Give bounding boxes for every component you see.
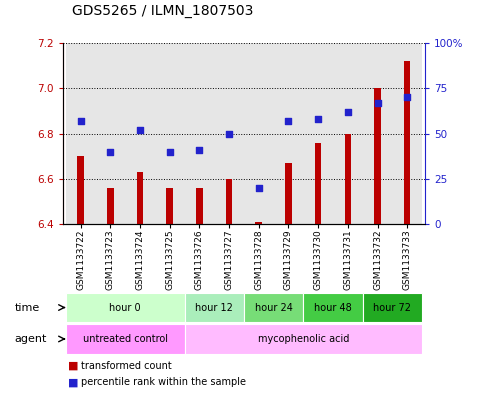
Bar bbox=[374, 88, 381, 224]
Bar bbox=[185, 293, 244, 322]
Bar bbox=[66, 324, 185, 354]
Bar bbox=[66, 43, 96, 224]
Text: hour 0: hour 0 bbox=[109, 303, 141, 312]
Text: hour 12: hour 12 bbox=[195, 303, 233, 312]
Text: agent: agent bbox=[14, 334, 47, 344]
Bar bbox=[363, 293, 422, 322]
Bar bbox=[244, 293, 303, 322]
Point bbox=[196, 147, 203, 153]
Bar bbox=[196, 188, 203, 224]
Point bbox=[255, 185, 263, 191]
Text: hour 24: hour 24 bbox=[255, 303, 293, 312]
Bar bbox=[315, 143, 321, 224]
Bar bbox=[303, 293, 363, 322]
Point bbox=[374, 100, 382, 106]
Point bbox=[106, 149, 114, 155]
Text: hour 72: hour 72 bbox=[373, 303, 412, 312]
Point bbox=[284, 118, 292, 124]
Bar bbox=[214, 43, 244, 224]
Bar bbox=[137, 172, 143, 224]
Text: GDS5265 / ILMN_1807503: GDS5265 / ILMN_1807503 bbox=[72, 4, 254, 18]
Text: mycophenolic acid: mycophenolic acid bbox=[257, 334, 349, 344]
Point bbox=[136, 127, 144, 133]
Text: time: time bbox=[14, 303, 40, 312]
Bar bbox=[333, 43, 363, 224]
Bar bbox=[96, 43, 125, 224]
Text: transformed count: transformed count bbox=[81, 361, 172, 371]
Bar bbox=[273, 43, 303, 224]
Bar bbox=[185, 324, 422, 354]
Bar bbox=[256, 222, 262, 224]
Text: percentile rank within the sample: percentile rank within the sample bbox=[81, 377, 246, 387]
Bar bbox=[344, 134, 351, 224]
Bar bbox=[226, 179, 232, 224]
Bar bbox=[185, 43, 214, 224]
Point bbox=[166, 149, 173, 155]
Bar bbox=[244, 43, 273, 224]
Bar bbox=[285, 163, 292, 224]
Text: hour 48: hour 48 bbox=[314, 303, 352, 312]
Bar bbox=[363, 43, 392, 224]
Text: ■: ■ bbox=[68, 361, 82, 371]
Point bbox=[344, 109, 352, 115]
Bar bbox=[107, 188, 114, 224]
Point bbox=[77, 118, 85, 124]
Bar bbox=[125, 43, 155, 224]
Point bbox=[225, 130, 233, 137]
Text: ■: ■ bbox=[68, 377, 82, 387]
Bar bbox=[404, 61, 411, 224]
Bar bbox=[303, 43, 333, 224]
Bar bbox=[167, 188, 173, 224]
Bar bbox=[155, 43, 185, 224]
Bar bbox=[77, 156, 84, 224]
Bar bbox=[392, 43, 422, 224]
Point bbox=[314, 116, 322, 122]
Bar bbox=[66, 293, 185, 322]
Text: untreated control: untreated control bbox=[83, 334, 168, 344]
Point bbox=[403, 94, 411, 101]
